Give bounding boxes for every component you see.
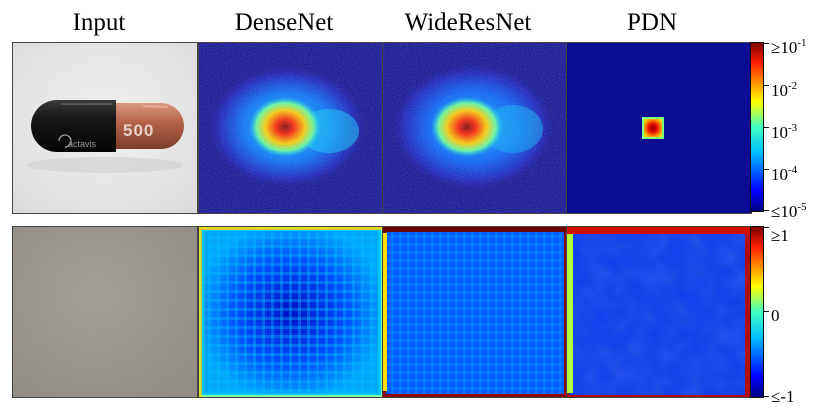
column-title-densenet: DenseNet (234, 9, 334, 36)
densenet-receptive-field-map (198, 42, 384, 214)
top-colorbar-tick-3: 10-3 (771, 122, 798, 142)
column-title-pdn: PDN (626, 9, 677, 36)
capsule-brand: actavis (68, 139, 97, 149)
top-colorbar (750, 42, 764, 212)
bottom-colorbar-tick-zero: 0 (771, 306, 780, 325)
top-colorbar-tick-1: ≥10-1 (771, 37, 807, 57)
bottom-colorbar-tick-min: ≤-1 (771, 387, 795, 406)
wideresnet-receptive-field-map (382, 42, 568, 214)
column-title-input: Input (72, 9, 126, 36)
input-capsule-image: 500 actavis (12, 42, 198, 214)
top-colorbar-tick-2: 10-2 (771, 80, 798, 100)
wideresnet-gradient-map (382, 226, 568, 398)
bottom-colorbar-tick-max: ≥1 (771, 226, 789, 245)
top-colorbar-tick-4: 10-4 (771, 164, 798, 184)
densenet-gradient-map (198, 226, 384, 398)
bottom-colorbar (750, 226, 764, 398)
pdn-gradient-map (566, 226, 752, 398)
column-title-wideresnet: WideResNet (404, 9, 532, 36)
input-gray-image (12, 226, 198, 398)
capsule-number: 500 (123, 121, 154, 140)
top-colorbar-tick-5: ≤10-5 (771, 201, 807, 221)
pdn-receptive-field-map (566, 42, 752, 214)
